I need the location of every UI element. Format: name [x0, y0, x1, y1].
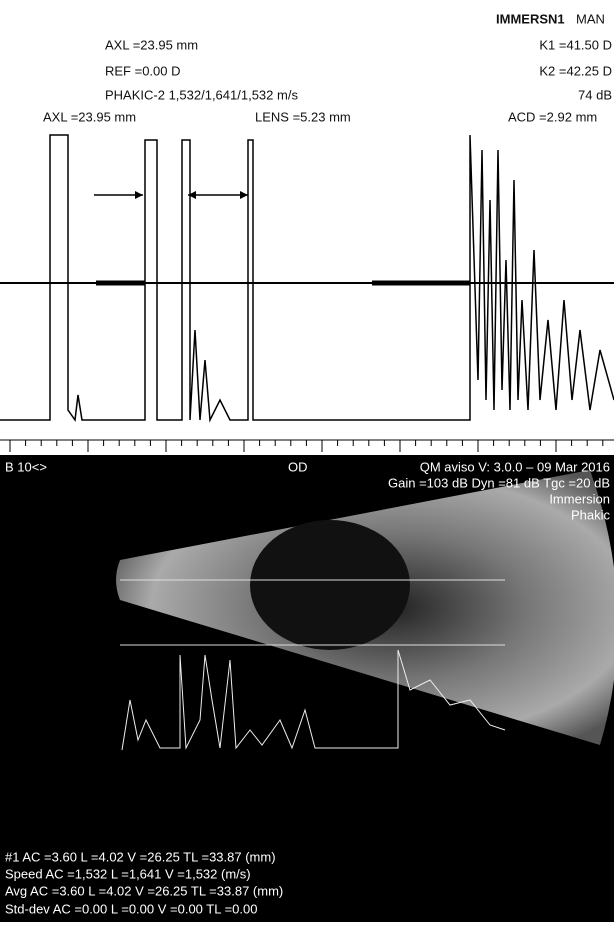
a-scan-panel: IMMERSN1 MAN AXL =23.95 mm REF =0.00 D P… [0, 0, 614, 455]
info: PHAKIC-2 1,532/1,641/1,532 m/s [105, 87, 298, 102]
a-trace [121, 649, 506, 751]
mode-suffix: MAN [576, 11, 605, 26]
result: Speed AC =1,532 L =1,641 V =1,532 (m/s) [5, 866, 251, 881]
mode: IMMERSN1 [496, 11, 565, 26]
result: Std-dev AC =0.00 L =0.00 V =0.00 TL =0.0… [5, 901, 257, 916]
measure: ACD =2.92 mm [508, 109, 597, 124]
mode: Immersion [549, 491, 610, 506]
settings: Gain =103 dB Dyn =81 dB Tgc =20 dB [388, 475, 610, 490]
measure: LENS =5.23 mm [255, 109, 351, 124]
a-scan-bg [0, 0, 614, 455]
globe [250, 520, 410, 650]
b-scan-panel: B 10<> OD QM aviso V: 3.0.0 – 09 Mar 201… [0, 455, 614, 922]
version: QM aviso V: 3.0.0 – 09 Mar 2016 [420, 459, 610, 474]
arrow-head [135, 191, 143, 199]
info: AXL =23.95 mm [105, 37, 198, 52]
measure: AXL =23.95 mm [43, 109, 136, 124]
result: #1 AC =3.60 L =4.02 V =26.25 TL =33.87 (… [5, 849, 276, 864]
axis-ticks [9, 440, 604, 452]
info: K2 =42.25 D [539, 63, 612, 78]
result: Avg AC =3.60 L =4.02 V =26.25 TL =33.87 … [5, 883, 283, 898]
info: K1 =41.50 D [539, 37, 612, 52]
info: REF =0.00 D [105, 63, 181, 78]
waveform [0, 134, 614, 423]
eye: OD [288, 459, 308, 474]
info: 74 dB [578, 87, 612, 102]
probe: B 10<> [5, 459, 47, 474]
lens: Phakic [571, 507, 611, 522]
